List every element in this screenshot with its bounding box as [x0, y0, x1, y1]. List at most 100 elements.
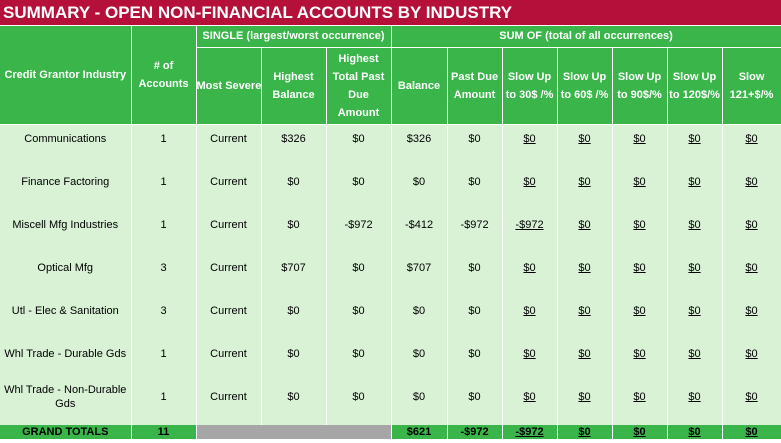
cell-accounts: 1	[160, 390, 167, 403]
cell-s121: $0	[745, 175, 758, 188]
cell-s90: $0	[633, 304, 646, 317]
cell-bal: $0	[412, 347, 426, 360]
table-cell: -$972	[502, 210, 558, 253]
header-severe: Most Severe Status	[196, 47, 262, 125]
table-cell: $0	[261, 167, 327, 210]
table-cell: $0	[667, 210, 723, 253]
table-cell: $0	[391, 167, 448, 210]
header-highest-past-due: Highest Total Past Due Amount	[326, 47, 392, 125]
total-cell: -$972	[502, 425, 558, 439]
cell-hbal: $0	[287, 175, 300, 188]
table-cell: $0	[326, 339, 392, 382]
total-cell: -$972	[447, 425, 503, 439]
cell-s121: $0	[745, 132, 758, 145]
cell-s60: $0	[578, 218, 591, 231]
table-cell: $0	[557, 339, 613, 382]
table-cell: $0	[557, 167, 613, 210]
table-cell: Utl - Elec & Sanitation	[0, 296, 132, 339]
cell-severe: Current	[210, 175, 247, 188]
cell-s90: $0	[633, 175, 646, 188]
total-s60: $0	[578, 426, 591, 438]
table-cell: $0	[667, 382, 723, 425]
total-s30: -$972	[515, 426, 544, 438]
table-cell: $0	[391, 339, 448, 382]
table-cell: $0	[557, 296, 613, 339]
cell-s60: $0	[578, 347, 591, 360]
table-cell: $0	[261, 339, 327, 382]
cell-s30: $0	[523, 390, 536, 403]
cell-hbal: $0	[287, 390, 300, 403]
cell-bal: $0	[412, 304, 426, 317]
cell-industry: Miscell Mfg Industries	[12, 218, 119, 231]
table-cell: $0	[447, 124, 503, 167]
cell-s121: $0	[745, 304, 758, 317]
table-cell: $0	[612, 296, 668, 339]
header-highest-balance: Highest Balance	[261, 47, 327, 125]
total-s121: $0	[745, 426, 758, 438]
table-cell: 3	[131, 253, 197, 296]
cell-bal: -$412	[404, 218, 434, 231]
table-cell: $0	[722, 124, 781, 167]
header-group-sum: SUM OF (total of all occurrences)	[391, 26, 781, 48]
table-cell: 3	[131, 296, 197, 339]
cell-s120: $0	[688, 175, 701, 188]
table-cell: $0	[612, 167, 668, 210]
header-past-due: Past Due Amount	[447, 47, 503, 125]
cell-bal: $326	[406, 132, 432, 145]
cell-s120: $0	[688, 132, 701, 145]
total-s120: $0	[688, 426, 701, 438]
total-cell: $0	[612, 425, 668, 439]
cell-accounts: 1	[160, 218, 167, 231]
cell-hpd: $0	[352, 175, 365, 188]
table-cell: $0	[447, 253, 503, 296]
table-cell: -$972	[326, 210, 392, 253]
cell-accounts: 3	[160, 304, 167, 317]
table-cell: $0	[502, 296, 558, 339]
table-cell: Communications	[0, 124, 132, 167]
table-cell: 1	[131, 339, 197, 382]
total-pd: -$972	[460, 426, 489, 438]
table-cell: Finance Factoring	[0, 167, 132, 210]
cell-s121: $0	[745, 347, 758, 360]
cell-s90: $0	[633, 218, 646, 231]
cell-s60: $0	[578, 132, 591, 145]
header-accounts: # of Accounts	[131, 26, 197, 125]
total-label: GRAND TOTALS	[22, 426, 109, 438]
table-cell: $0	[612, 339, 668, 382]
header-balance: Balance	[391, 47, 448, 125]
cell-industry: Communications	[24, 132, 107, 145]
table-cell: $326	[261, 124, 327, 167]
cell-pd: $0	[468, 390, 481, 403]
cell-s60: $0	[578, 390, 591, 403]
total-cell: $621	[391, 425, 448, 439]
table-row: Whl Trade - Durable Gds 1 Current $0 $0 $0 $0 $…	[0, 339, 781, 382]
cell-pd: $0	[468, 347, 481, 360]
cell-industry: Whl Trade - Non-Durable Gds	[4, 383, 127, 410]
table-cell: $0	[667, 296, 723, 339]
cell-bal: $0	[412, 175, 426, 188]
cell-hpd: $0	[352, 347, 365, 360]
cell-s90: $0	[633, 347, 646, 360]
cell-industry: Utl - Elec & Sanitation	[11, 304, 119, 317]
cell-severe: Current	[210, 347, 247, 360]
cell-accounts: 3	[160, 261, 167, 274]
table-cell: $0	[722, 210, 781, 253]
table-cell: $326	[391, 124, 448, 167]
table-cell: $0	[612, 124, 668, 167]
cell-s60: $0	[578, 304, 591, 317]
cell-s60: $0	[578, 261, 591, 274]
cell-hbal: $0	[287, 347, 300, 360]
table-cell: $0	[557, 124, 613, 167]
report-title: SUMMARY - OPEN NON-FINANCIAL ACCOUNTS BY…	[0, 0, 781, 25]
totals-blank	[196, 425, 392, 439]
table-cell: $0	[557, 253, 613, 296]
header-slow30: Slow Up to 30$ /%	[502, 47, 558, 125]
cell-industry: Whl Trade - Durable Gds	[4, 347, 127, 360]
total-accounts: 11	[157, 426, 170, 438]
cell-hpd: $0	[352, 261, 365, 274]
table-cell: $0	[722, 382, 781, 425]
table-cell: $0	[667, 167, 723, 210]
cell-hbal: $0	[287, 218, 300, 231]
table-cell: $0	[261, 296, 327, 339]
table-cell: 1	[131, 210, 197, 253]
